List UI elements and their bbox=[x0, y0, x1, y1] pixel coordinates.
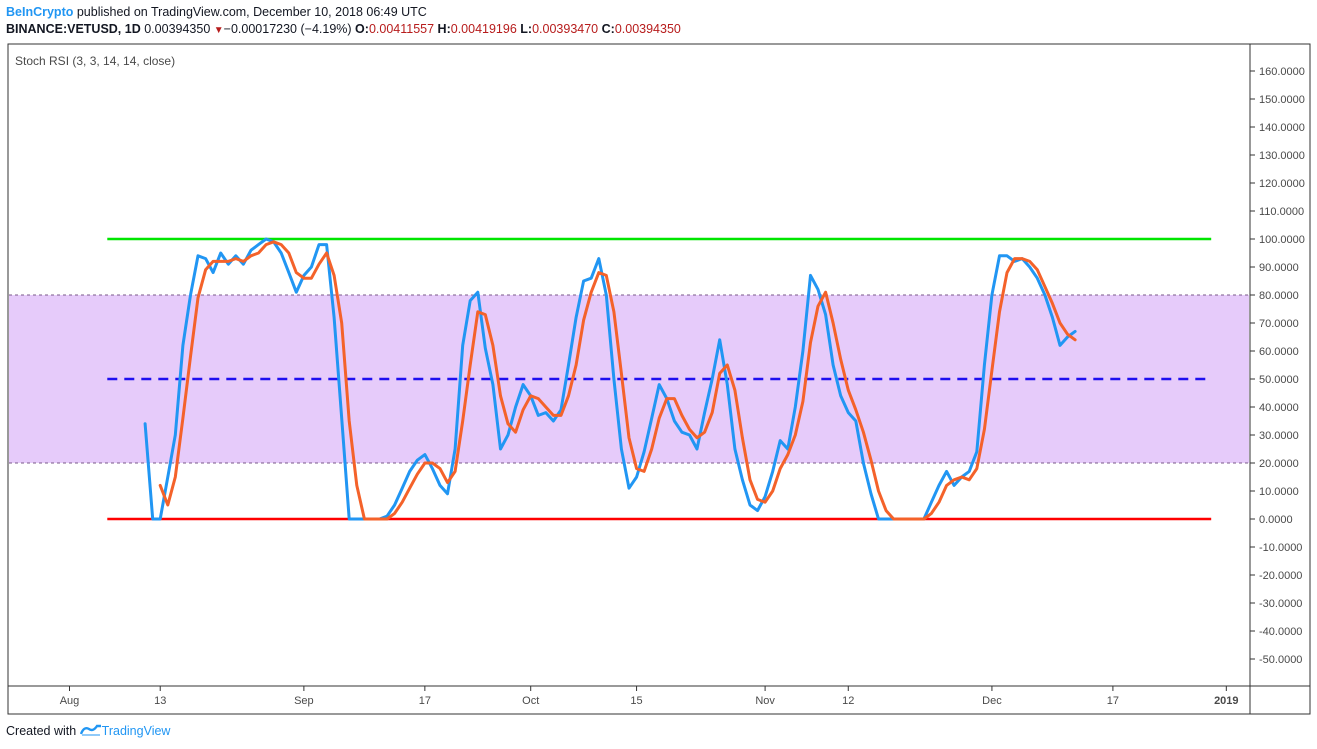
y-tick-label: 30.0000 bbox=[1259, 430, 1299, 442]
open-label: O: bbox=[355, 22, 369, 36]
x-tick-label: Sep bbox=[294, 695, 314, 707]
y-tick-label: -30.0000 bbox=[1259, 598, 1302, 610]
footer: Created with TradingView bbox=[6, 723, 170, 740]
y-tick-label: 110.0000 bbox=[1259, 206, 1304, 218]
close-label: C: bbox=[601, 22, 615, 36]
tradingview-brand[interactable]: TradingView bbox=[101, 723, 171, 738]
y-tick-label: -20.0000 bbox=[1259, 570, 1302, 582]
high-value: 0.00419196 bbox=[450, 22, 517, 36]
x-tick-label: 15 bbox=[630, 695, 642, 707]
x-tick-label: 12 bbox=[842, 695, 854, 707]
y-tick-label: 160.0000 bbox=[1259, 66, 1305, 78]
brand-name[interactable]: BeInCrypto bbox=[6, 5, 74, 19]
publish-line: BeInCrypto published on TradingView.com,… bbox=[6, 5, 427, 19]
low-label: L: bbox=[520, 22, 533, 36]
x-tick-label: 17 bbox=[1107, 695, 1119, 707]
y-tick-label: 50.0000 bbox=[1259, 374, 1299, 386]
x-tick-label: 17 bbox=[419, 695, 431, 707]
series-line-d bbox=[158, 240, 1077, 521]
chart-frame bbox=[7, 43, 1311, 715]
x-tick-label: Aug bbox=[60, 695, 80, 707]
x-tick-label: Oct bbox=[522, 695, 539, 707]
x-tick-label: Dec bbox=[982, 695, 1002, 707]
last-price: 0.00394350 bbox=[144, 22, 211, 36]
indicator-label: Stoch RSI (3, 3, 14, 14, close) bbox=[15, 54, 175, 68]
y-tick-label: 0.0000 bbox=[1259, 514, 1293, 526]
symbol-line: BINANCE:VETUSD, 1D 0.00394350 ▼−0.000172… bbox=[6, 22, 681, 36]
y-tick-label: 130.0000 bbox=[1259, 150, 1305, 162]
y-tick-label: 40.0000 bbox=[1259, 402, 1299, 414]
x-tick-label: 2019 bbox=[1214, 695, 1238, 707]
published-info: published on TradingView.com, December 1… bbox=[76, 5, 427, 19]
y-tick-label: 120.0000 bbox=[1259, 178, 1305, 190]
tradingview-logo-icon bbox=[79, 723, 102, 740]
open-value: 0.00411557 bbox=[368, 22, 435, 36]
y-tick-label: -10.0000 bbox=[1259, 542, 1302, 554]
high-label: H: bbox=[437, 22, 451, 36]
y-tick-label: 70.0000 bbox=[1259, 318, 1299, 330]
low-value: 0.00393470 bbox=[532, 22, 599, 36]
y-tick-label: -50.0000 bbox=[1259, 654, 1302, 666]
symbol: BINANCE:VETUSD, 1D bbox=[6, 22, 141, 36]
y-tick-label: 80.0000 bbox=[1259, 290, 1299, 302]
y-tick-label: 140.0000 bbox=[1259, 122, 1305, 134]
price-change: −0.00017230 (−4.19%) bbox=[223, 22, 352, 36]
y-tick-label: 10.0000 bbox=[1259, 486, 1299, 498]
down-arrow-icon: ▼ bbox=[213, 25, 224, 36]
x-tick-label: 13 bbox=[154, 695, 166, 707]
y-tick-label: 60.0000 bbox=[1259, 346, 1299, 358]
y-tick-label: 90.0000 bbox=[1259, 262, 1299, 274]
y-tick-label: 100.0000 bbox=[1259, 234, 1305, 246]
y-tick-label: -40.0000 bbox=[1259, 626, 1302, 638]
close-value: 0.00394350 bbox=[614, 22, 681, 36]
created-with-label: Created with bbox=[6, 723, 77, 738]
y-tick-label: 150.0000 bbox=[1259, 94, 1305, 106]
x-tick-label: Nov bbox=[755, 695, 775, 707]
y-tick-label: 20.0000 bbox=[1259, 458, 1299, 470]
